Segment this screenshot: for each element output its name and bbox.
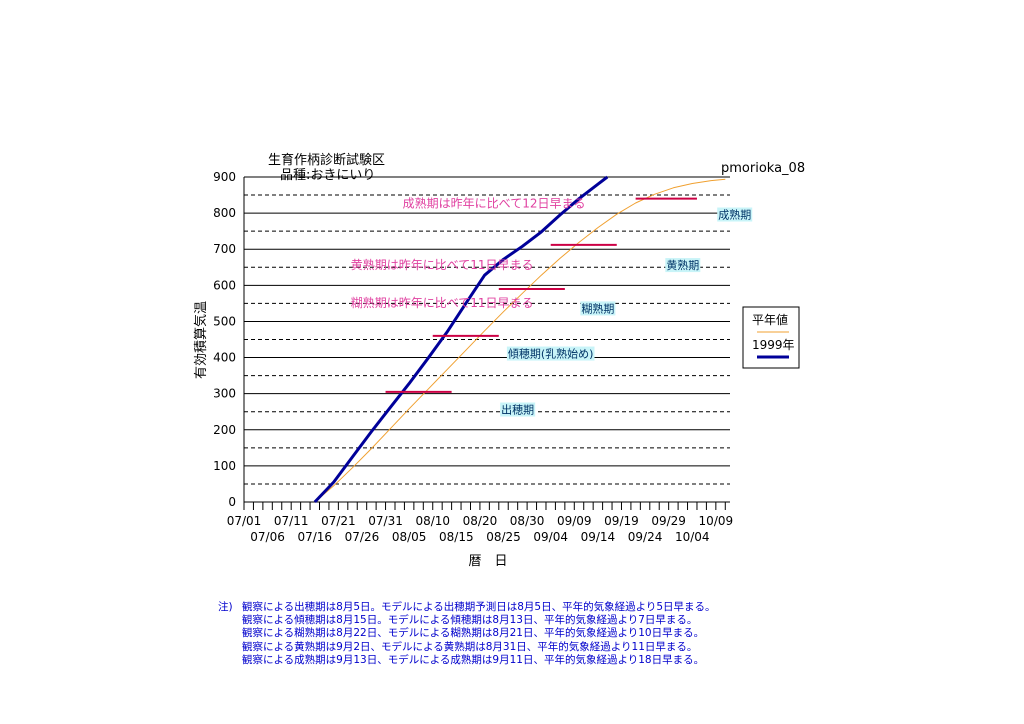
y-tick-label: 600 bbox=[213, 278, 236, 292]
y-tick-label: 500 bbox=[213, 314, 236, 328]
x-tick-label: 09/14 bbox=[581, 530, 616, 544]
y-tick-label: 200 bbox=[213, 423, 236, 437]
x-tick-label: 09/29 bbox=[651, 514, 686, 528]
x-tick-label: 07/16 bbox=[297, 530, 332, 544]
note-row: 観察による黄熟期は9月2日、モデルによる黄熟期は8月31日、平年的気象経過より1… bbox=[218, 641, 716, 654]
stage-label-bg bbox=[506, 346, 595, 361]
note-row: 観察による成熟期は9月13日、モデルによる成熟期は9月11日、平年的気象経過より… bbox=[218, 654, 716, 667]
note-row: 注) 観察による出穂期は8月5日。モデルによる出穂期予測日は8月5日、平年的気象経… bbox=[218, 601, 716, 614]
stage-annotation: 成熟期は昨年に比べて12日早まる bbox=[403, 196, 586, 211]
note-row: 観察による糊熟期は8月22日、モデルによる糊熟期は8月21日、平年的気象経過より… bbox=[218, 627, 716, 640]
x-tick-label: 07/01 bbox=[227, 514, 262, 528]
legend-entry-normal: 平年値 bbox=[752, 312, 788, 327]
stage-label-bg bbox=[500, 402, 536, 417]
x-tick-label: 07/11 bbox=[274, 514, 309, 528]
y-tick-label: 400 bbox=[213, 351, 236, 365]
y-tick-label: 300 bbox=[213, 387, 236, 401]
x-axis-label: 暦 日 bbox=[468, 554, 507, 569]
chart-title-line1: 生育作柄診断試験区 bbox=[268, 152, 385, 168]
stage-label-bg bbox=[665, 258, 701, 273]
y-axis: 0 100 200 300 400 500 600 700 800 900 bbox=[213, 170, 245, 509]
stage-annotation: 糊熟期は昨年に比べて11日早まる bbox=[351, 295, 534, 310]
x-tick-label: 10/09 bbox=[699, 514, 734, 528]
y-tick-label: 0 bbox=[228, 495, 236, 509]
note-line: 観察による黄熟期は9月2日、モデルによる黄熟期は8月31日、平年的気象経過より1… bbox=[242, 640, 698, 653]
stage-label: 成熟期 bbox=[718, 208, 751, 222]
legend-entry-1999: 1999年 bbox=[752, 338, 795, 352]
x-tick-label: 08/25 bbox=[486, 530, 521, 544]
x-tick-label: 08/20 bbox=[463, 514, 498, 528]
x-axis: 07/01 07/11 07/21 07/31 08/10 08/20 08/30 09/09… bbox=[227, 501, 734, 544]
chart: 生育作柄診断試験区 品種:おきにいり pmorioka_08 有効積算気温 暦 … bbox=[193, 152, 805, 569]
grid-layer bbox=[244, 176, 730, 485]
note-line: 観察による糊熟期は8月22日、モデルによる糊熟期は8月21日、平年的気象経過より… bbox=[242, 627, 705, 640]
x-tick-label: 08/30 bbox=[510, 514, 545, 528]
note-lead: 注) bbox=[218, 601, 233, 613]
y-tick-label: 800 bbox=[213, 206, 236, 220]
stage-label: 黄熟期 bbox=[666, 258, 699, 272]
note-row: 観察による傾穂期は8月15日。モデルによる傾穂期は8月13日、平年的気象経過より… bbox=[218, 614, 716, 627]
x-tick-label: 08/05 bbox=[392, 530, 427, 544]
x-tick-label: 09/24 bbox=[628, 530, 663, 544]
x-tick-label: 07/31 bbox=[368, 514, 403, 528]
y-tick-label: 100 bbox=[213, 459, 236, 473]
x-tick-label: 09/04 bbox=[533, 530, 568, 544]
x-tick-label: 08/10 bbox=[415, 514, 450, 528]
x-tick-label: 09/19 bbox=[604, 514, 639, 528]
note-line: 観察による成熟期は9月13日、モデルによる成熟期は9月11日、平年的気象経過より… bbox=[242, 653, 705, 666]
chart-title-line2: 品種:おきにいり bbox=[280, 167, 375, 183]
stage-label-bg bbox=[580, 301, 616, 316]
stage-label: 出穂期 bbox=[501, 403, 534, 417]
notes: 注) 観察による出穂期は8月5日。モデルによる出穂期予測日は8月5日、平年的気象経… bbox=[218, 601, 716, 667]
series-line-1999 bbox=[313, 175, 609, 504]
x-tick-label: 08/15 bbox=[439, 530, 474, 544]
x-tick-label: 07/06 bbox=[250, 530, 285, 544]
x-tick-label: 10/04 bbox=[675, 530, 710, 544]
legend: 平年値 1999年 bbox=[742, 306, 800, 369]
x-tick-label: 07/26 bbox=[345, 530, 380, 544]
x-tick-label: 07/21 bbox=[321, 514, 356, 528]
y-axis-label: 有効積算気温 bbox=[193, 301, 209, 379]
note-line: 観察による傾穂期は8月15日。モデルによる傾穂期は8月13日、平年的気象経過より… bbox=[242, 614, 698, 627]
stage-labels: 出穂期 傾穂期(乳熟始め) 糊熟期 黄熟期 成熟期 bbox=[500, 207, 753, 417]
series-line-normal bbox=[314, 178, 726, 503]
station-label: pmorioka_08 bbox=[721, 161, 805, 176]
y-tick-label: 700 bbox=[213, 242, 236, 256]
x-tick-label: 09/09 bbox=[557, 514, 592, 528]
stage-label: 傾穂期(乳熟始め) bbox=[508, 347, 594, 361]
note-line: 観察による出穂期は8月5日。モデルによる出穂期予測日は8月5日、平年的気象経過よ… bbox=[242, 601, 716, 613]
annotations: 成熟期は昨年に比べて12日早まる黄熟期は昨年に比べて11日早まる糊熟期は昨年に比… bbox=[351, 196, 586, 310]
y-tick-label: 900 bbox=[213, 170, 236, 184]
stage-bars bbox=[385, 197, 697, 393]
stage-annotation: 黄熟期は昨年に比べて11日早まる bbox=[351, 257, 534, 272]
stage-label: 糊熟期 bbox=[581, 301, 614, 315]
stage-label-bg bbox=[717, 207, 753, 222]
series-layer bbox=[313, 175, 726, 504]
